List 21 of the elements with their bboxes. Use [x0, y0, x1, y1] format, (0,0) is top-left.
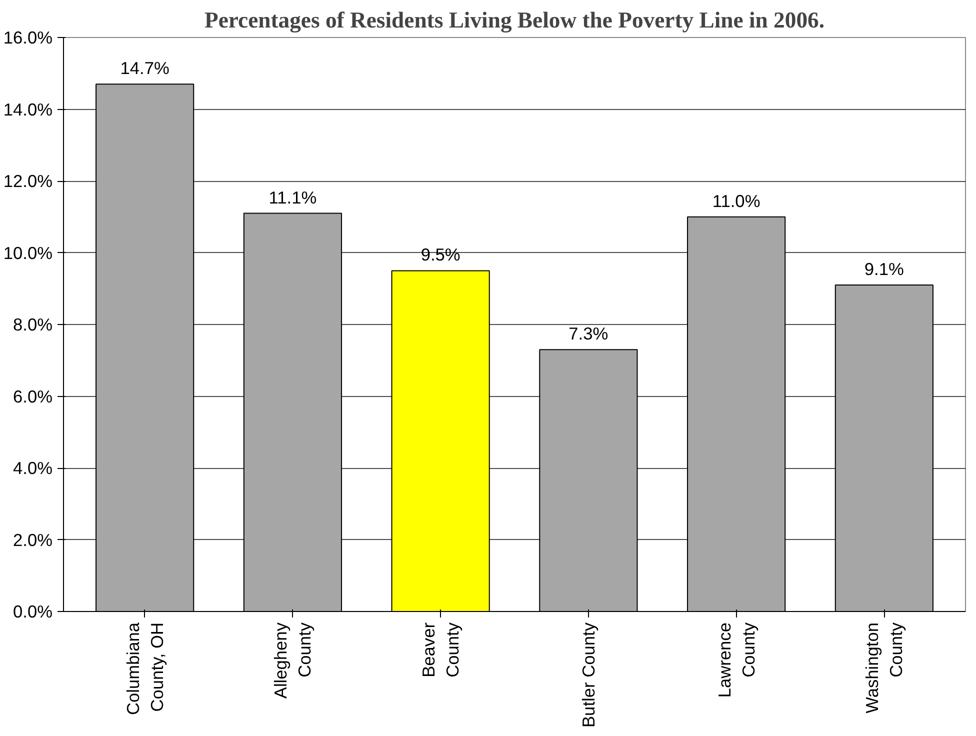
- y-tick-label: 6.0%: [13, 386, 53, 406]
- data-label: 11.1%: [268, 187, 317, 208]
- y-tick-label: 16.0%: [3, 28, 53, 48]
- x-tick-label: Washington County: [862, 622, 906, 714]
- y-tick-label: 14.0%: [3, 99, 53, 120]
- chart-title: Percentages of Residents Living Below the Poverty Line in 2006.: [204, 8, 825, 32]
- data-label: 7.3%: [568, 324, 608, 344]
- data-label: 14.7%: [120, 58, 170, 78]
- x-tick-label: Butler County: [578, 622, 598, 728]
- y-tick-label: 12.0%: [3, 171, 53, 191]
- y-tick-label: 4.0%: [13, 458, 53, 478]
- data-label: 9.1%: [864, 259, 904, 280]
- y-tick-label: 10.0%: [3, 242, 53, 263]
- x-tick-label: Columbiana County, OH: [122, 622, 167, 715]
- x-tick-label: Allegheny County: [270, 622, 315, 699]
- x-tick-label: Beaver County: [418, 622, 463, 678]
- x-tick-label: Lawrence County: [714, 622, 758, 698]
- data-label: 11.0%: [712, 190, 760, 211]
- y-tick-label: 8.0%: [13, 314, 53, 334]
- y-tick-label: 2.0%: [13, 530, 53, 550]
- y-tick-label: 0.0%: [13, 602, 53, 622]
